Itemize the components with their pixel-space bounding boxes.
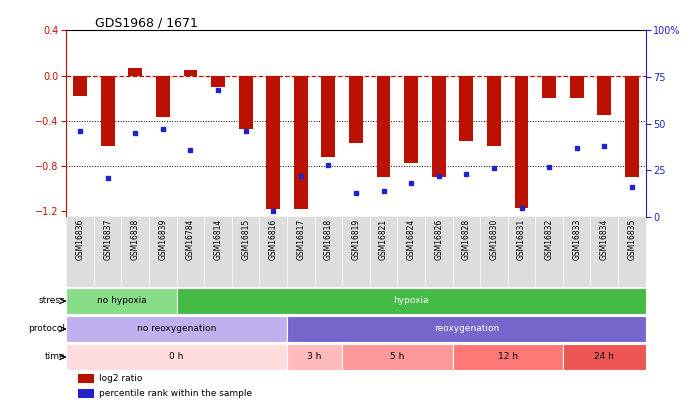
Text: GSM16821: GSM16821 (379, 219, 388, 260)
Text: time: time (44, 352, 65, 361)
Bar (66, 316, 287, 341)
Bar (66, 344, 287, 369)
Bar (73, 76, 87, 96)
Bar (452, 344, 563, 369)
Text: GSM16831: GSM16831 (517, 219, 526, 260)
Text: 5 h: 5 h (390, 352, 405, 361)
Text: GSM16830: GSM16830 (489, 219, 498, 260)
Text: GSM16814: GSM16814 (214, 219, 223, 260)
Bar (239, 76, 253, 129)
Text: hypoxia: hypoxia (394, 296, 429, 305)
Bar (184, 70, 198, 76)
Bar (563, 344, 646, 369)
Bar (542, 76, 556, 98)
Bar (322, 76, 335, 157)
Text: stress: stress (38, 296, 65, 305)
Text: GSM16784: GSM16784 (186, 219, 195, 260)
Bar (570, 76, 584, 98)
Text: GSM16828: GSM16828 (462, 219, 471, 260)
Bar (267, 76, 280, 209)
Text: 24 h: 24 h (594, 352, 614, 361)
Text: GSM16836: GSM16836 (75, 219, 84, 260)
Text: GSM16819: GSM16819 (352, 219, 360, 260)
Bar (211, 76, 225, 87)
Text: GSM16826: GSM16826 (434, 219, 443, 260)
Bar (101, 76, 114, 146)
Text: GSM16839: GSM16839 (158, 219, 168, 260)
Bar (514, 76, 528, 208)
Bar (294, 76, 308, 209)
Text: GSM16835: GSM16835 (628, 219, 637, 260)
Text: GSM16815: GSM16815 (241, 219, 250, 260)
Text: GSM16833: GSM16833 (572, 219, 581, 260)
Bar (487, 76, 500, 146)
Text: 3 h: 3 h (307, 352, 322, 361)
Text: GSM16818: GSM16818 (324, 219, 333, 260)
Text: no reoxygenation: no reoxygenation (137, 324, 216, 333)
Bar (377, 76, 390, 177)
Text: 12 h: 12 h (498, 352, 518, 361)
Bar (66, 288, 177, 313)
Bar (177, 288, 646, 313)
Text: GSM16824: GSM16824 (407, 219, 415, 260)
Bar (349, 76, 363, 143)
Bar (78, 389, 94, 398)
Bar (597, 76, 611, 115)
Text: GSM16837: GSM16837 (103, 219, 112, 260)
Bar (128, 68, 142, 76)
Bar (78, 374, 94, 383)
Text: GSM16817: GSM16817 (297, 219, 305, 260)
Text: GSM16832: GSM16832 (544, 219, 554, 260)
Bar (404, 76, 418, 163)
Bar (287, 316, 646, 341)
Bar (432, 76, 445, 177)
Bar (342, 344, 452, 369)
Text: no hypoxia: no hypoxia (96, 296, 147, 305)
Bar (287, 344, 342, 369)
Text: GSM16838: GSM16838 (131, 219, 140, 260)
Text: GSM16816: GSM16816 (269, 219, 278, 260)
Bar (459, 76, 473, 141)
Text: GSM16834: GSM16834 (600, 219, 609, 260)
Text: protocol: protocol (28, 324, 65, 333)
Text: GDS1968 / 1671: GDS1968 / 1671 (95, 16, 198, 29)
Text: percentile rank within the sample: percentile rank within the sample (99, 389, 253, 398)
Text: reoxygenation: reoxygenation (433, 324, 499, 333)
Text: 0 h: 0 h (170, 352, 184, 361)
Text: log2 ratio: log2 ratio (99, 374, 142, 383)
Bar (156, 76, 170, 117)
Bar (625, 76, 639, 177)
